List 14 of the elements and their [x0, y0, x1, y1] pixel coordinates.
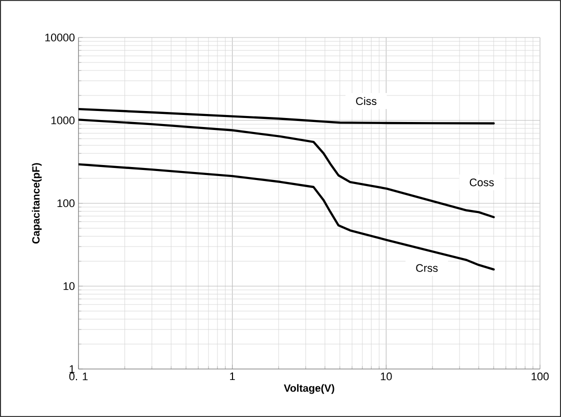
x-tick-label: 10 [380, 372, 392, 380]
y-tick-label: 10000 [45, 34, 75, 42]
y-tick-label: 10 [64, 282, 75, 290]
y-tick-label: 1000 [51, 116, 75, 124]
y-axis-title: Capacitance(pF) [32, 163, 42, 244]
x-tick-label: 0. 1 [69, 372, 88, 380]
x-tick-label: 1 [230, 372, 235, 380]
series-label: Ciss [356, 96, 376, 106]
series-label: Crss [416, 264, 438, 272]
y-tick-label: 1 [70, 365, 74, 373]
text: Coss [470, 178, 494, 186]
y-tick-label: 100 [58, 199, 75, 208]
x-tick-label: 100 [532, 372, 549, 380]
x-axis-title: Voltage(V) [284, 384, 334, 394]
